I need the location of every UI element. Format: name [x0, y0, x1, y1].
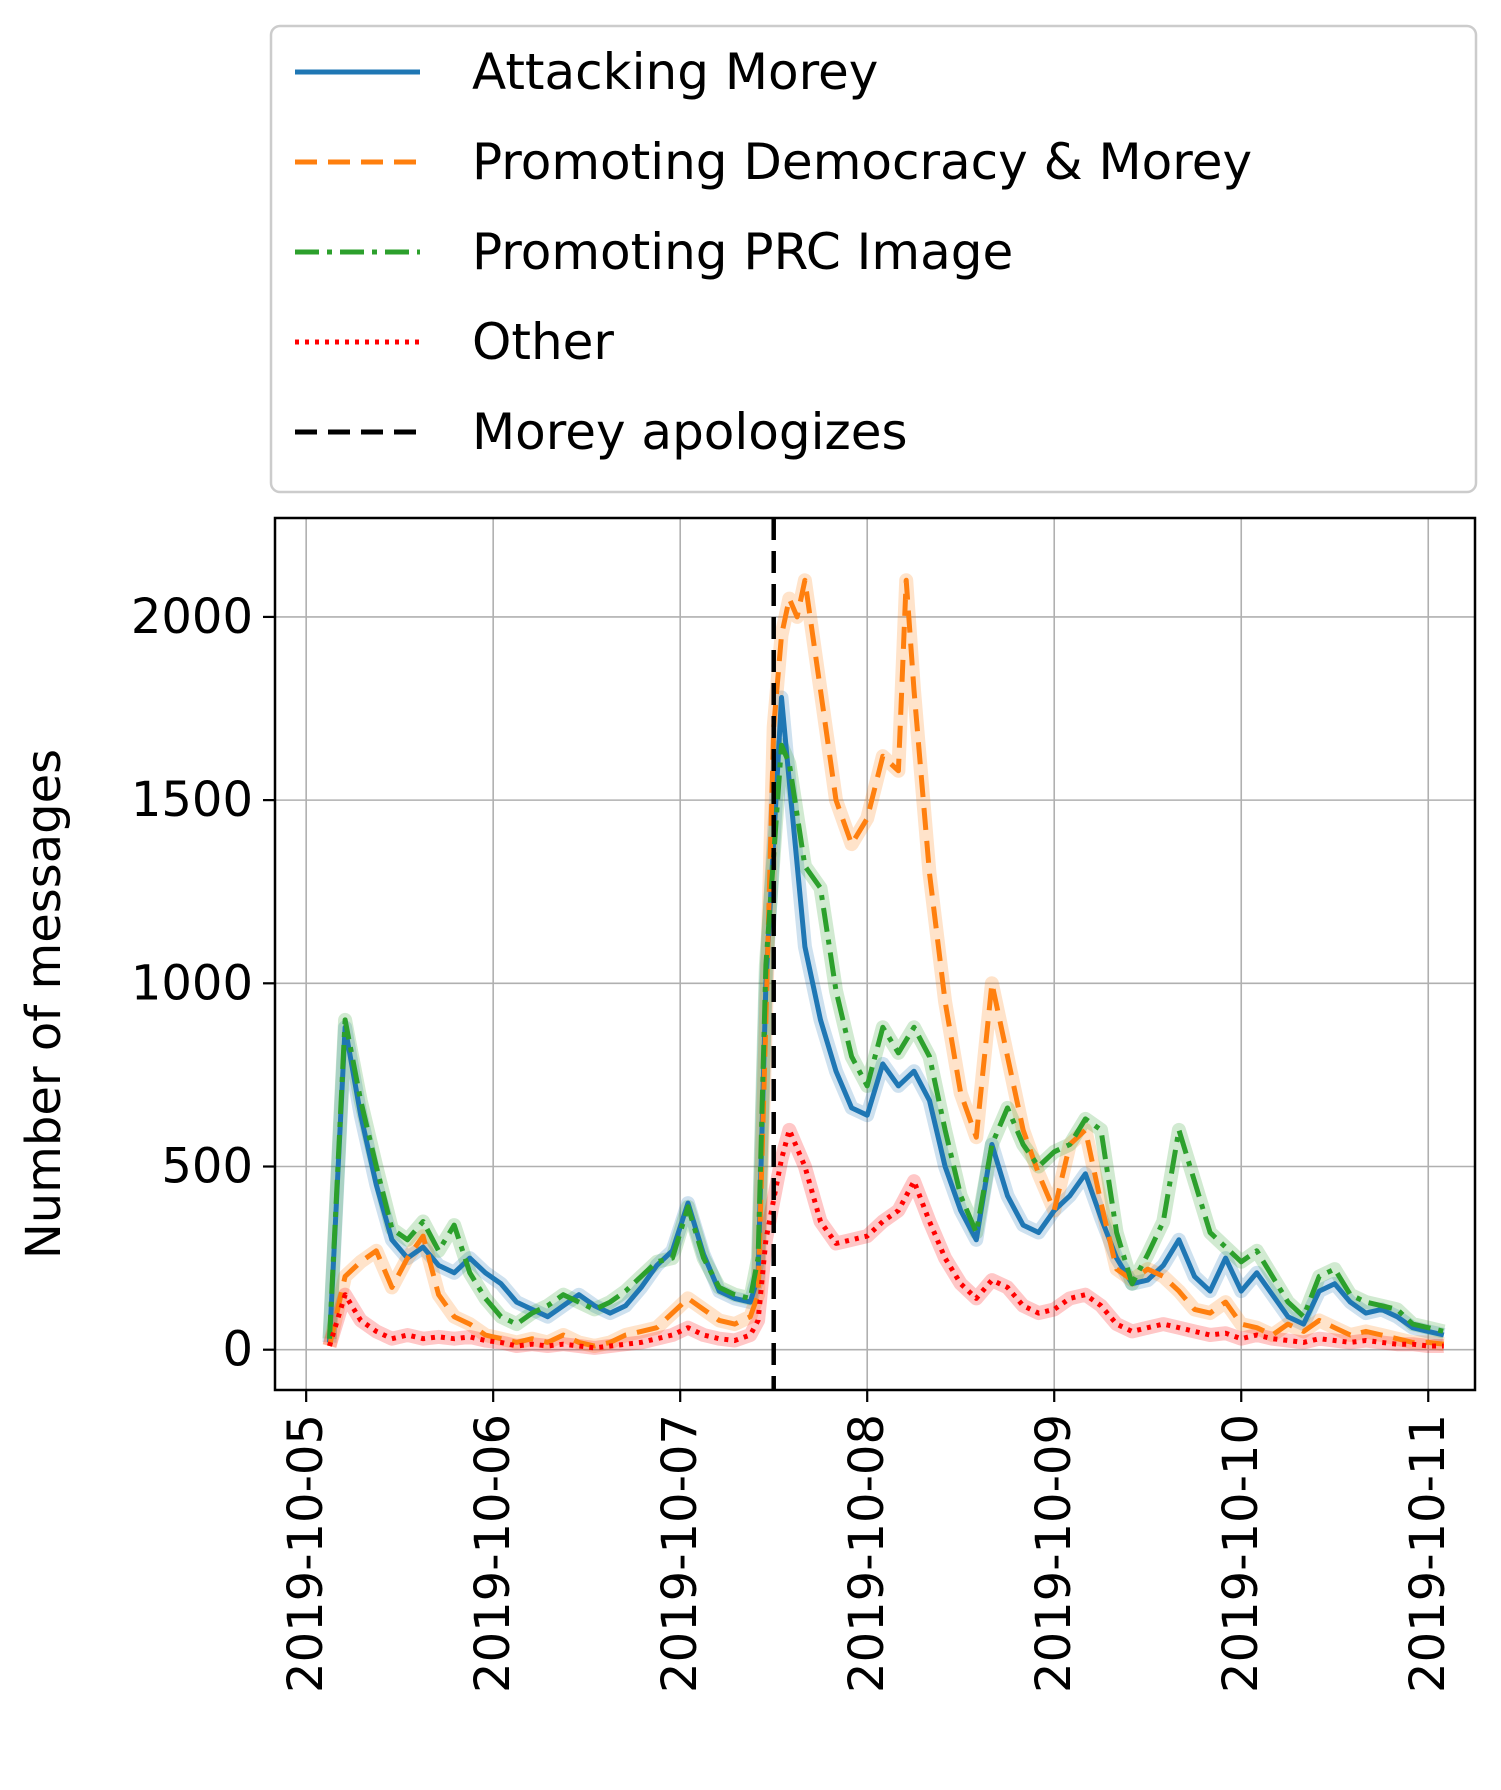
axes-layer: 0 500 1000 1500 2000 2019-10-05 2019-10-06 2019…	[16, 516, 1477, 1693]
legend-entry-attacking-morey: Attacking Morey	[295, 43, 878, 101]
legend-entry-promoting-democracy-morey: Promoting Democracy & Morey	[295, 133, 1252, 191]
x-tick-label: 2019-10-06	[465, 1414, 521, 1693]
legend-box	[269, 24, 1478, 494]
grid-layer	[275, 518, 1475, 1390]
legend-label: Attacking Morey	[472, 43, 878, 101]
y-axis-label: Number of messages	[16, 749, 72, 1259]
legend-label: Promoting Democracy & Morey	[472, 133, 1252, 191]
x-tick-label: 2019-10-10	[1213, 1414, 1269, 1693]
legend-label: Other	[472, 313, 614, 371]
series-line-promoting-democracy-morey	[327, 577, 1445, 1349]
legend-label: Morey apologizes	[472, 403, 908, 461]
legend-entry-morey-apologizes: Morey apologizes	[295, 403, 908, 461]
series-line-promoting-prc-image	[327, 742, 1445, 1339]
x-tick-label: 2019-10-11	[1400, 1414, 1456, 1693]
series-layer	[327, 577, 1445, 1351]
series-line-other	[327, 1127, 1444, 1351]
legend-entry-other: Other	[295, 313, 614, 371]
y-tick-label: 0	[222, 1322, 253, 1378]
series-line-attacking-morey	[327, 695, 1445, 1343]
y-tick-label: 500	[161, 1139, 253, 1195]
legend: Attacking Morey Promoting Democracy & Mor…	[269, 24, 1478, 494]
y-tick-label: 2000	[131, 589, 253, 645]
y-tick-label: 1500	[131, 772, 253, 828]
y-tick-label: 1000	[131, 955, 253, 1011]
plot-frame	[273, 516, 1477, 1392]
x-tick-label: 2019-10-05	[278, 1414, 334, 1693]
legend-label: Promoting PRC Image	[472, 223, 1013, 281]
x-tick-label: 2019-10-09	[1026, 1414, 1082, 1693]
x-tick-label: 2019-10-07	[652, 1414, 708, 1693]
legend-entry-promoting-prc-image: Promoting PRC Image	[295, 223, 1013, 281]
x-tick-label: 2019-10-08	[839, 1414, 895, 1693]
